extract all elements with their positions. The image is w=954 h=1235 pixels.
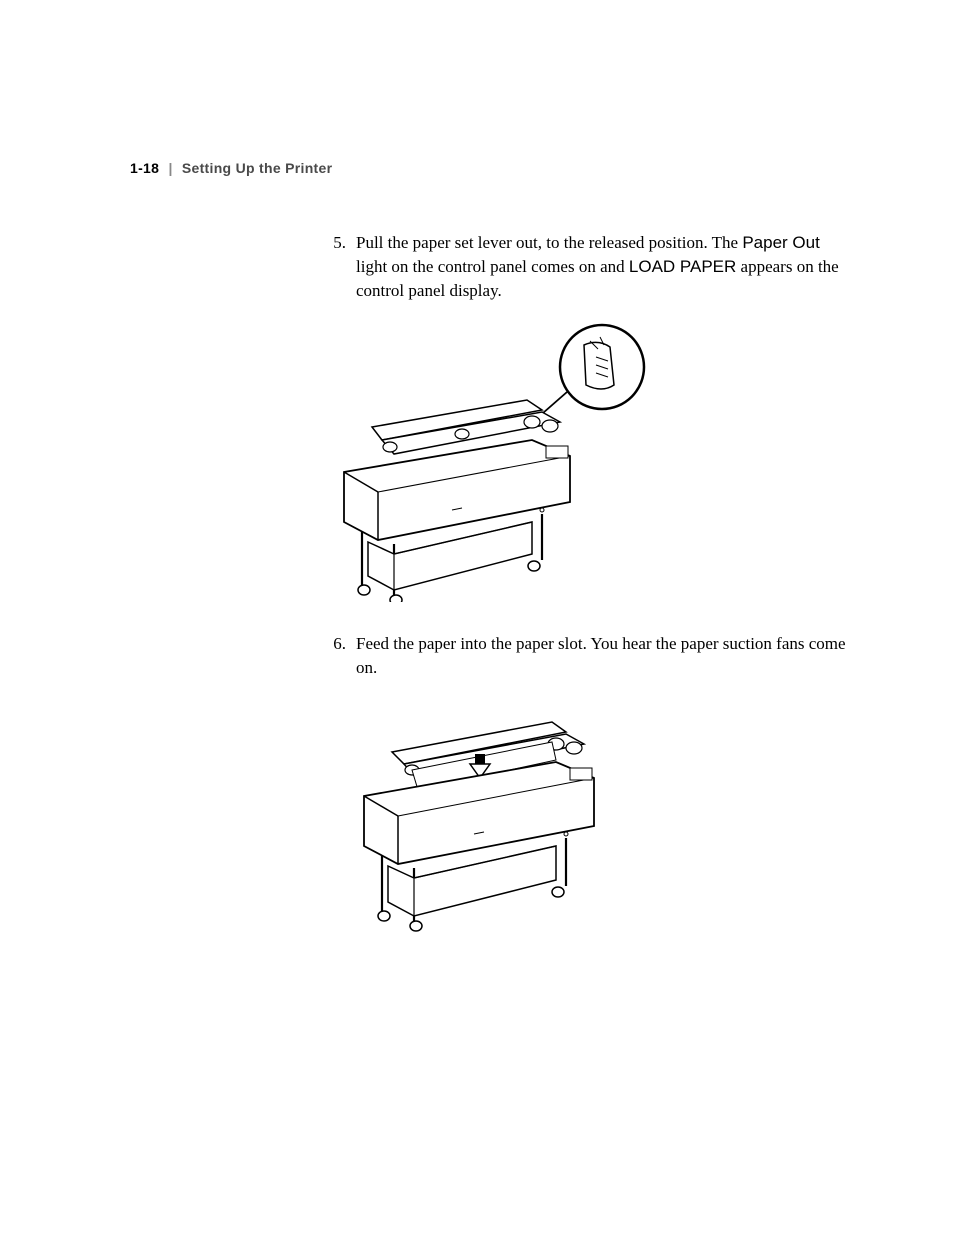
step-text: Pull the paper set lever out, to the rel…: [356, 231, 854, 302]
printer-feed-illustration: [342, 700, 642, 960]
step-6: 6. Feed the paper into the paper slot. Y…: [320, 632, 854, 680]
section-title: Setting Up the Printer: [182, 160, 333, 176]
step-number: 5.: [320, 231, 346, 302]
header-separator: |: [168, 160, 172, 176]
page-header: 1-18 | Setting Up the Printer: [130, 160, 854, 176]
figure-feed-paper: [130, 700, 854, 960]
step-5: 5. Pull the paper set lever out, to the …: [320, 231, 854, 302]
step-number: 6.: [320, 632, 346, 680]
printer-lever-illustration: [312, 322, 672, 602]
page-number: 1-18: [130, 160, 159, 176]
figure-paper-lever: [130, 322, 854, 602]
step-text: Feed the paper into the paper slot. You …: [356, 632, 854, 680]
